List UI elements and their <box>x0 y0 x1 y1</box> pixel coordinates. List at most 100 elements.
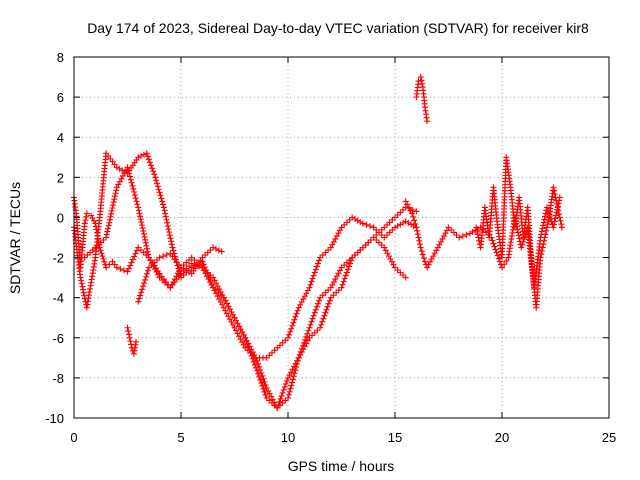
data-point <box>420 255 427 262</box>
data-point <box>220 304 227 311</box>
data-point <box>340 278 347 285</box>
data-point <box>211 277 218 284</box>
data-point <box>310 312 317 319</box>
data-point <box>336 227 343 234</box>
data-point <box>252 364 259 371</box>
data-point <box>141 280 148 287</box>
data-point <box>543 227 550 234</box>
data-point <box>297 301 304 308</box>
data-point <box>326 297 333 304</box>
data-point <box>242 334 249 341</box>
data-point <box>257 376 264 383</box>
data-point <box>329 241 336 248</box>
x-tick-label: 25 <box>602 430 616 445</box>
data-point <box>223 310 230 317</box>
data-point <box>140 283 147 290</box>
data-point <box>80 289 87 296</box>
data-point <box>103 231 110 238</box>
data-point <box>127 262 134 269</box>
data-point <box>79 286 86 293</box>
data-point <box>332 235 339 242</box>
x-tick-label: 20 <box>495 430 509 445</box>
data-point <box>207 278 214 285</box>
data-point <box>415 234 422 241</box>
data-point <box>214 293 221 300</box>
data-point <box>145 251 152 258</box>
data-point <box>169 244 176 251</box>
data-point <box>125 265 132 272</box>
data-point <box>335 230 342 237</box>
data-point <box>240 331 247 338</box>
data-point <box>266 390 273 397</box>
data-points <box>71 74 565 411</box>
data-point <box>351 215 358 222</box>
data-point <box>132 250 139 257</box>
data-point <box>415 78 422 85</box>
data-point <box>330 238 337 245</box>
data-point <box>289 376 296 383</box>
data-point <box>256 363 263 370</box>
data-point <box>312 306 319 313</box>
data-point <box>269 396 276 403</box>
data-point <box>431 250 438 257</box>
data-point <box>289 379 296 386</box>
data-point <box>259 372 266 379</box>
data-point <box>219 301 226 308</box>
data-point <box>156 254 163 261</box>
data-point <box>359 220 366 227</box>
data-point <box>162 213 169 220</box>
data-point <box>320 315 327 322</box>
data-point <box>490 240 497 247</box>
data-point <box>495 255 502 262</box>
data-point <box>110 199 117 206</box>
data-point <box>541 216 548 223</box>
y-tick-label: 6 <box>57 90 64 105</box>
data-point <box>98 250 105 257</box>
data-point <box>343 269 350 276</box>
data-point <box>400 219 407 226</box>
data-point <box>354 217 361 224</box>
data-point <box>304 287 311 294</box>
data-point <box>260 375 267 382</box>
data-point <box>229 321 236 328</box>
data-point <box>112 190 119 197</box>
data-point <box>301 339 308 346</box>
data-point <box>552 212 559 219</box>
data-point <box>157 192 164 199</box>
data-point <box>137 292 144 299</box>
data-point <box>127 338 134 345</box>
y-tick-label: -6 <box>52 331 64 346</box>
x-tick-label: 15 <box>388 430 402 445</box>
data-point <box>142 236 149 243</box>
data-point <box>311 269 318 276</box>
data-point <box>237 336 244 343</box>
data-point <box>411 217 418 224</box>
data-point <box>430 253 437 260</box>
data-point <box>226 316 233 323</box>
data-point <box>285 374 291 381</box>
data-point <box>294 357 301 364</box>
data-point <box>316 297 323 304</box>
data-point <box>303 333 310 340</box>
data-point <box>234 330 241 337</box>
data-point <box>414 227 421 234</box>
data-point <box>164 222 171 229</box>
data-point <box>231 324 238 331</box>
data-point <box>474 231 481 238</box>
data-point <box>236 323 243 330</box>
data-point <box>168 241 175 248</box>
data-point <box>143 242 150 249</box>
data-point <box>294 307 301 314</box>
data-point <box>314 300 321 307</box>
data-point <box>108 207 115 214</box>
y-tick-label: 2 <box>57 170 64 185</box>
data-point <box>237 326 244 333</box>
data-point <box>107 213 114 220</box>
data-point <box>154 180 161 187</box>
data-point <box>164 219 171 226</box>
x-tick-label: 10 <box>281 430 295 445</box>
data-point <box>111 193 118 200</box>
data-point <box>557 217 564 224</box>
data-point <box>113 184 120 191</box>
